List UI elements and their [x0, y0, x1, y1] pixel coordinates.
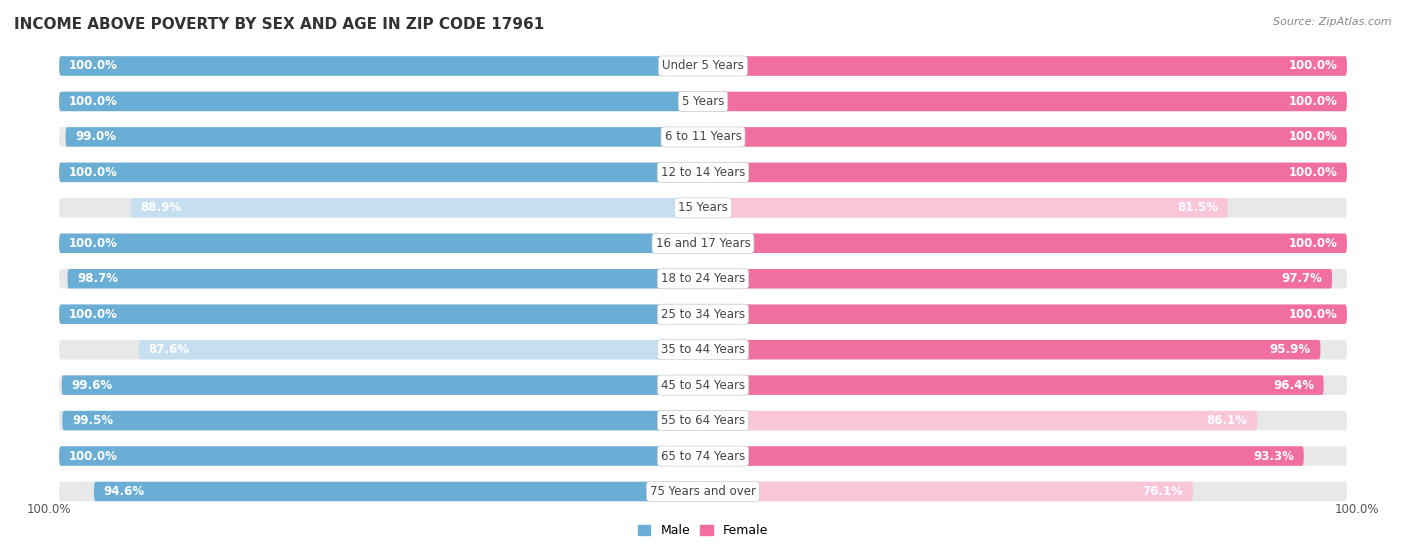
FancyBboxPatch shape [703, 269, 1347, 288]
Text: 55 to 64 Years: 55 to 64 Years [661, 414, 745, 427]
Text: 100.0%: 100.0% [1288, 95, 1337, 108]
FancyBboxPatch shape [59, 56, 703, 76]
FancyBboxPatch shape [703, 163, 1347, 182]
FancyBboxPatch shape [59, 163, 703, 182]
FancyBboxPatch shape [59, 446, 703, 466]
Text: 96.4%: 96.4% [1272, 378, 1315, 392]
Text: 18 to 24 Years: 18 to 24 Years [661, 272, 745, 285]
FancyBboxPatch shape [59, 305, 703, 324]
Text: 15 Years: 15 Years [678, 201, 728, 214]
Text: 100.0%: 100.0% [69, 307, 118, 321]
Text: 5 Years: 5 Years [682, 95, 724, 108]
FancyBboxPatch shape [59, 234, 703, 253]
FancyBboxPatch shape [703, 305, 1347, 324]
FancyBboxPatch shape [703, 234, 1347, 253]
Text: Under 5 Years: Under 5 Years [662, 59, 744, 73]
Text: 95.9%: 95.9% [1270, 343, 1310, 356]
FancyBboxPatch shape [59, 482, 703, 501]
Text: 100.0%: 100.0% [1288, 59, 1337, 73]
Text: INCOME ABOVE POVERTY BY SEX AND AGE IN ZIP CODE 17961: INCOME ABOVE POVERTY BY SEX AND AGE IN Z… [14, 17, 544, 32]
FancyBboxPatch shape [59, 305, 703, 324]
Text: 99.5%: 99.5% [72, 414, 112, 427]
Text: 100.0%: 100.0% [1288, 166, 1337, 179]
FancyBboxPatch shape [59, 234, 703, 253]
Text: 100.0%: 100.0% [69, 95, 118, 108]
Text: 76.1%: 76.1% [1143, 485, 1184, 498]
FancyBboxPatch shape [59, 56, 703, 76]
FancyBboxPatch shape [703, 234, 1347, 253]
FancyBboxPatch shape [59, 198, 703, 217]
FancyBboxPatch shape [703, 482, 1192, 501]
FancyBboxPatch shape [703, 163, 1347, 182]
FancyBboxPatch shape [59, 92, 703, 111]
FancyBboxPatch shape [703, 56, 1347, 76]
Text: 88.9%: 88.9% [141, 201, 181, 214]
Text: 16 and 17 Years: 16 and 17 Years [655, 237, 751, 250]
FancyBboxPatch shape [703, 446, 1303, 466]
Text: 97.7%: 97.7% [1281, 272, 1323, 285]
FancyBboxPatch shape [59, 376, 703, 395]
FancyBboxPatch shape [59, 269, 703, 288]
Text: 65 to 74 Years: 65 to 74 Years [661, 449, 745, 462]
FancyBboxPatch shape [703, 305, 1347, 324]
FancyBboxPatch shape [66, 127, 703, 146]
Text: 100.0%: 100.0% [69, 59, 118, 73]
Text: Source: ZipAtlas.com: Source: ZipAtlas.com [1274, 17, 1392, 27]
FancyBboxPatch shape [703, 198, 1227, 217]
Text: 35 to 44 Years: 35 to 44 Years [661, 343, 745, 356]
FancyBboxPatch shape [703, 340, 1320, 359]
FancyBboxPatch shape [703, 56, 1347, 76]
Text: 100.0%: 100.0% [69, 449, 118, 462]
FancyBboxPatch shape [703, 376, 1323, 395]
Text: 94.6%: 94.6% [104, 485, 145, 498]
Text: 100.0%: 100.0% [27, 503, 72, 517]
FancyBboxPatch shape [703, 127, 1347, 146]
FancyBboxPatch shape [703, 269, 1331, 288]
Text: 100.0%: 100.0% [1288, 237, 1337, 250]
FancyBboxPatch shape [59, 446, 703, 466]
Legend: Male, Female: Male, Female [633, 519, 773, 542]
FancyBboxPatch shape [59, 92, 703, 111]
FancyBboxPatch shape [62, 411, 703, 430]
FancyBboxPatch shape [703, 411, 1257, 430]
FancyBboxPatch shape [703, 482, 1347, 501]
FancyBboxPatch shape [703, 198, 1347, 217]
Text: 100.0%: 100.0% [69, 237, 118, 250]
FancyBboxPatch shape [703, 446, 1347, 466]
FancyBboxPatch shape [59, 127, 703, 146]
FancyBboxPatch shape [131, 198, 703, 217]
FancyBboxPatch shape [703, 340, 1347, 359]
FancyBboxPatch shape [94, 482, 703, 501]
FancyBboxPatch shape [703, 376, 1347, 395]
FancyBboxPatch shape [703, 127, 1347, 146]
FancyBboxPatch shape [62, 376, 703, 395]
FancyBboxPatch shape [703, 411, 1347, 430]
Text: 25 to 34 Years: 25 to 34 Years [661, 307, 745, 321]
Text: 81.5%: 81.5% [1177, 201, 1218, 214]
Text: 6 to 11 Years: 6 to 11 Years [665, 130, 741, 144]
FancyBboxPatch shape [139, 340, 703, 359]
FancyBboxPatch shape [67, 269, 703, 288]
Text: 99.6%: 99.6% [72, 378, 112, 392]
FancyBboxPatch shape [59, 340, 703, 359]
FancyBboxPatch shape [59, 411, 703, 430]
Text: 100.0%: 100.0% [1288, 130, 1337, 144]
Text: 100.0%: 100.0% [69, 166, 118, 179]
Text: 87.6%: 87.6% [149, 343, 190, 356]
Text: 86.1%: 86.1% [1206, 414, 1247, 427]
Text: 45 to 54 Years: 45 to 54 Years [661, 378, 745, 392]
Text: 75 Years and over: 75 Years and over [650, 485, 756, 498]
FancyBboxPatch shape [59, 163, 703, 182]
Text: 98.7%: 98.7% [77, 272, 118, 285]
Text: 100.0%: 100.0% [1288, 307, 1337, 321]
FancyBboxPatch shape [703, 92, 1347, 111]
FancyBboxPatch shape [703, 92, 1347, 111]
Text: 93.3%: 93.3% [1253, 449, 1294, 462]
Text: 100.0%: 100.0% [1334, 503, 1379, 517]
Text: 99.0%: 99.0% [76, 130, 117, 144]
Text: 12 to 14 Years: 12 to 14 Years [661, 166, 745, 179]
